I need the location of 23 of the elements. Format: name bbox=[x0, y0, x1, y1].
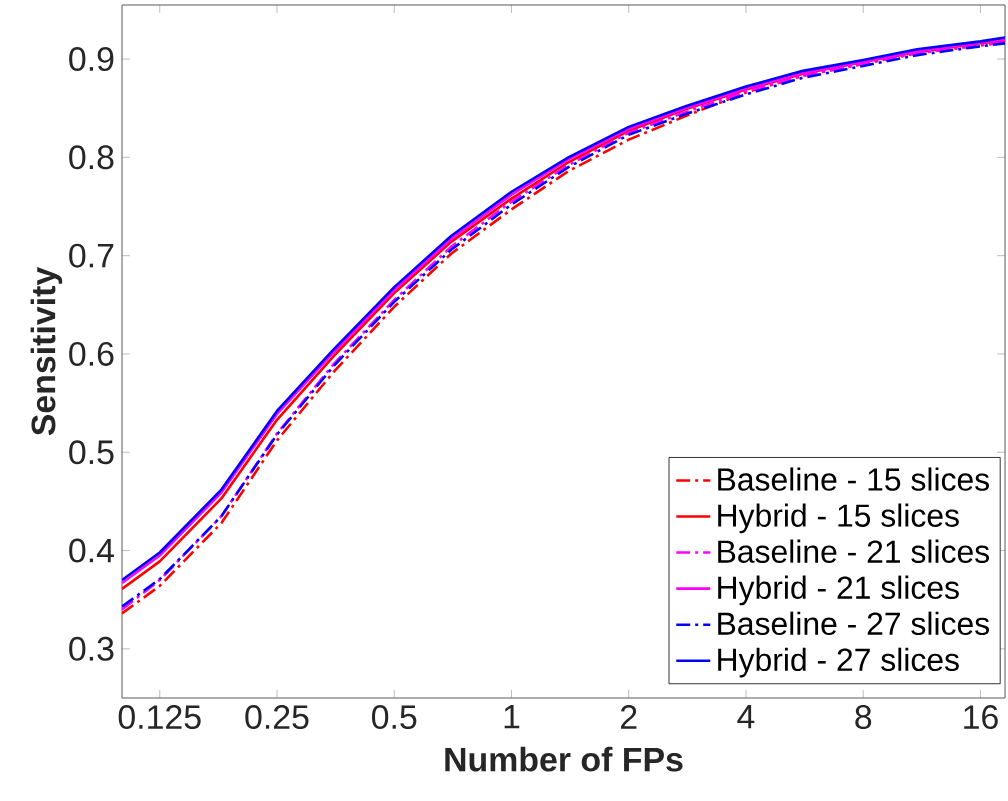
legend-label: Baseline - 21 slices bbox=[718, 539, 989, 563]
y-tick-label: 0.3 bbox=[69, 636, 114, 661]
y-tick-label: 0.7 bbox=[69, 243, 114, 268]
x-tick-label: 1 bbox=[504, 705, 520, 729]
legend-label: Hybrid - 21 slices bbox=[718, 575, 959, 606]
y-axis-title: Sensitivity bbox=[30, 266, 63, 436]
x-tick-label: 0.125 bbox=[118, 705, 201, 730]
x-tick-label: 0.5 bbox=[372, 705, 417, 730]
x-tick-label: 16 bbox=[964, 705, 998, 730]
x-tick-label: 0.25 bbox=[245, 705, 309, 730]
y-tick-label: 0.6 bbox=[69, 341, 114, 366]
legend-label: Baseline - 15 slices bbox=[718, 467, 989, 491]
y-tick-label: 0.4 bbox=[69, 538, 114, 563]
x-tick-label: 2 bbox=[621, 705, 637, 729]
x-tick-label: 8 bbox=[855, 705, 872, 730]
y-tick-label: 0.5 bbox=[69, 440, 114, 465]
x-axis-title: Number of FPs bbox=[445, 746, 683, 772]
legend-label: Hybrid - 27 slices bbox=[718, 647, 959, 678]
x-tick-label: 4 bbox=[737, 705, 755, 729]
y-tick-label: 0.8 bbox=[69, 145, 114, 170]
legend-label: Hybrid - 15 slices bbox=[718, 503, 959, 534]
legend-label: Baseline - 27 slices bbox=[718, 611, 989, 636]
y-tick-label: 0.9 bbox=[69, 47, 114, 72]
